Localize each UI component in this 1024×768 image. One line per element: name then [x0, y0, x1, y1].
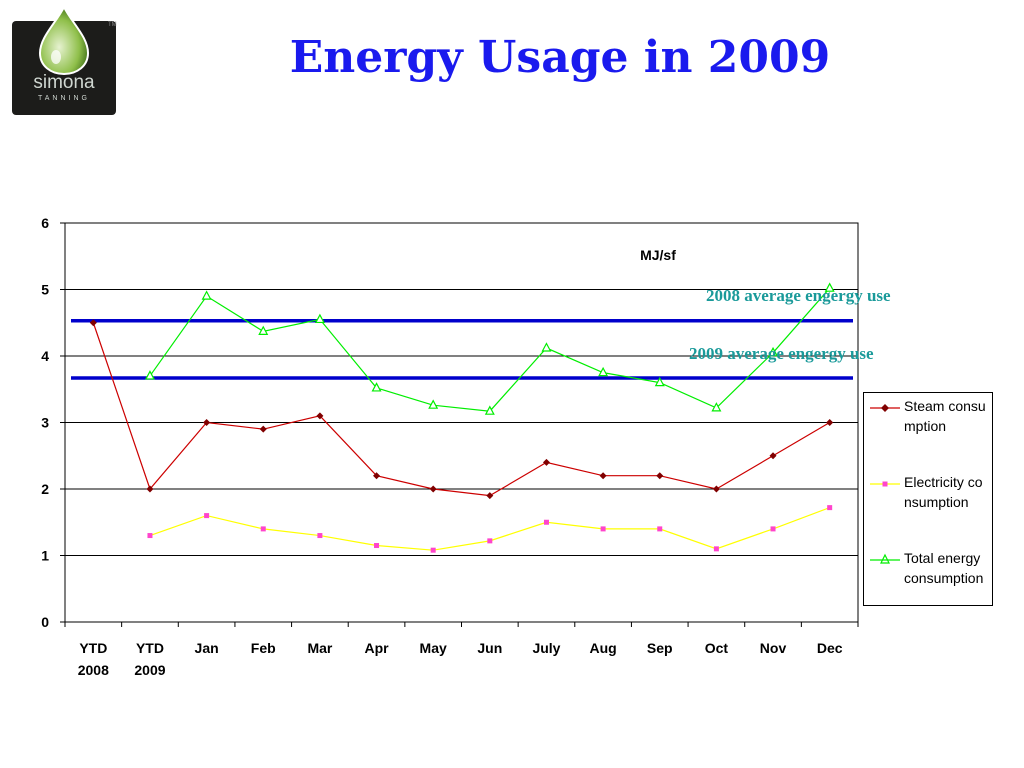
series-line-electricity	[149, 507, 830, 551]
point-steam-8	[542, 458, 550, 466]
y-tick-label-3: 3	[41, 415, 49, 431]
x-tick-label-0: YTD 2008	[78, 640, 109, 678]
trademark-mark: TM	[108, 22, 117, 28]
point-total-11	[711, 402, 722, 412]
legend-label-total: Total energy consumption	[904, 550, 984, 586]
x-tick-label-11: Oct	[705, 640, 729, 656]
point-total-9	[598, 366, 609, 377]
point-steam-7	[486, 492, 494, 500]
point-total-12	[768, 346, 779, 357]
point-total-4	[314, 313, 325, 324]
legend-swatch-steam	[870, 404, 900, 412]
point-electricity-2	[204, 513, 210, 519]
point-electricity-8	[543, 519, 549, 525]
point-total-13	[824, 282, 835, 292]
point-steam-5	[373, 472, 381, 480]
point-electricity-3	[260, 526, 266, 532]
point-total-3	[258, 325, 269, 335]
point-electricity-6	[430, 547, 436, 553]
point-total-7	[484, 405, 495, 415]
point-steam-10	[656, 472, 664, 480]
legend-label-steam: Steam consumption	[904, 398, 986, 434]
point-electricity-11	[713, 546, 719, 552]
series-line-steam	[92, 322, 830, 497]
point-total-8	[541, 342, 552, 352]
point-electricity-10	[657, 526, 663, 532]
x-tick-label-12: Nov	[760, 640, 787, 656]
x-tick-label-5: Apr	[364, 640, 389, 656]
point-electricity-1	[147, 533, 153, 539]
x-tick-label-4: Mar	[307, 640, 332, 656]
x-tick-label-7: Jun	[477, 640, 502, 656]
point-total-10	[654, 376, 665, 387]
point-steam-13	[826, 419, 834, 426]
point-steam-12	[769, 452, 777, 460]
point-steam-4	[316, 412, 324, 420]
logo-wordmark: simona	[33, 72, 95, 93]
point-electricity-7	[487, 538, 493, 544]
x-tick-label-8: July	[532, 640, 560, 656]
x-tick-label-2: Jan	[195, 640, 219, 656]
point-steam-0	[89, 319, 97, 327]
point-electricity-12	[770, 526, 776, 532]
y-tick-label-4: 4	[41, 348, 49, 364]
water-drop-icon	[38, 5, 90, 75]
y-tick-label-1: 1	[41, 548, 49, 564]
point-steam-9	[599, 472, 607, 480]
legend-swatch-total	[870, 553, 900, 564]
legend-label-electricity: Electricity consumption	[904, 474, 983, 510]
point-steam-3	[259, 425, 267, 433]
point-total-5	[371, 382, 382, 392]
avg-2009-annotation: 2009 average engergy use	[689, 344, 874, 363]
x-tick-label-3: Feb	[251, 640, 276, 656]
y-tick-label-5: 5	[41, 282, 49, 298]
point-steam-6	[429, 485, 437, 493]
point-electricity-5	[374, 543, 380, 549]
simona-tanning-logo: TM simona TANNING	[12, 5, 118, 115]
y-tick-label-0: 0	[41, 614, 49, 630]
point-electricity-9	[600, 526, 606, 532]
point-steam-1	[146, 485, 154, 493]
x-tick-label-10: Sep	[647, 640, 673, 656]
y-tick-label-6: 6	[41, 215, 49, 231]
legend-swatch-electricity	[870, 481, 900, 487]
page-title: Energy Usage in 2009	[289, 32, 831, 83]
avg-2008-annotation: 2008 average engergy use	[706, 286, 891, 305]
x-tick-label-9: Aug	[589, 640, 616, 656]
y-tick-label-2: 2	[41, 481, 49, 497]
x-tick-label-13: Dec	[817, 640, 843, 656]
point-total-6	[428, 399, 439, 409]
logo-subtitle: TANNING	[38, 95, 90, 102]
point-electricity-13	[827, 505, 833, 511]
point-total-2	[201, 290, 212, 300]
point-steam-11	[712, 485, 720, 493]
x-tick-label-6: May	[420, 640, 447, 656]
point-electricity-4	[317, 533, 323, 539]
chart-legend: Steam consumption Electricity consumptio…	[863, 392, 993, 606]
unit-label: MJ/sf	[640, 247, 676, 263]
point-total-1	[144, 370, 155, 380]
point-steam-2	[203, 419, 211, 426]
x-tick-label-1: YTD 2009	[134, 640, 165, 678]
